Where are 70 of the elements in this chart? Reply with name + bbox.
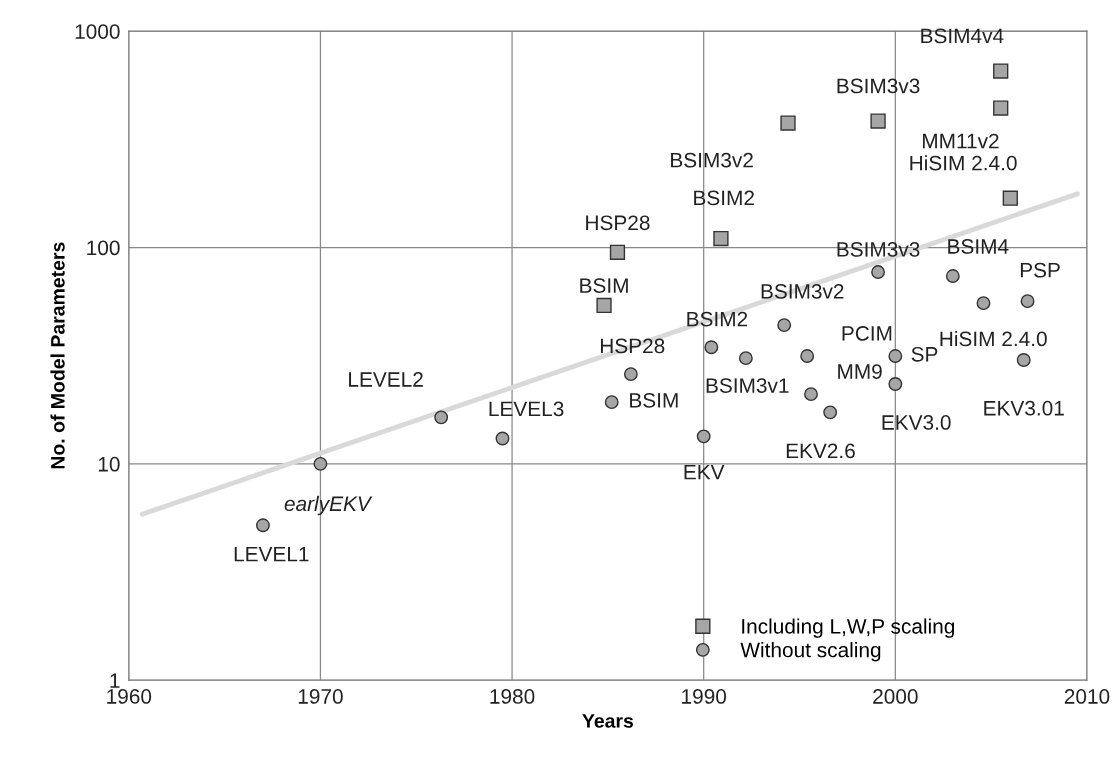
annotation: EKV3.01 [984,400,1064,416]
annotation: BSIM4 [948,239,1009,254]
annotation: MM9 [838,364,882,379]
point [780,115,796,131]
y-tick-label: 1 [110,673,120,688]
point [976,296,991,311]
annotation: EKV3.0 [882,415,951,430]
point [1002,190,1018,206]
legend-label: Without scaling [740,642,881,662]
y-tick-label: 100 [87,240,120,256]
y-axis-title: No. of Model Parameters [50,242,65,469]
annotation: HiSIM 2.4.0 [910,155,1017,171]
x-tick-label: 2010 [1064,689,1110,704]
y-tick-label: 1000 [75,24,120,39]
annotation: BSIM3v2 [671,152,753,168]
annotation: EKV2.6 [786,443,855,459]
point [313,456,328,471]
annotation: BSIM4v4 [921,28,1004,44]
point [800,349,815,363]
annotation: HSP28 [586,215,650,231]
x-tick-label: 2000 [873,689,918,704]
x-tick-label: 1990 [682,689,727,704]
point [993,63,1009,79]
point [704,340,719,355]
annotation: HSP28 [600,338,665,354]
annotation: PSP [1020,262,1060,278]
point [888,349,903,363]
annotation: earlyEKV [284,495,373,516]
point [696,429,711,444]
point [871,265,886,280]
point [945,269,960,283]
annotation: LEVEL2 [349,372,423,387]
x-tick-label: 1970 [298,689,343,704]
point [804,387,818,402]
annotation: BSIM2 [687,311,748,327]
annotation: BSIM [580,278,628,293]
y-tick-label: 10 [98,456,120,472]
point [777,318,792,333]
point [870,113,886,129]
x-axis-title: Years [582,714,634,728]
point [609,244,626,260]
annotation: HiSIM 2.4.0 [940,330,1047,347]
annotation: LEVEL3 [489,401,564,417]
point [623,367,638,382]
point [596,297,612,314]
annotation: EKV [684,464,725,480]
annotation: MM11v2 [922,133,999,149]
point [888,377,903,391]
annotation: SP [911,346,938,362]
annotation: PCIM [842,326,892,341]
point [1020,294,1035,309]
annotation: BSIM3v3 [837,242,920,257]
point [495,431,510,446]
x-tick-label: 1960 [107,689,152,704]
point [993,100,1009,116]
annotation: BSIM3v2 [761,283,844,299]
point [434,410,449,425]
annotation: BSIM [630,392,678,408]
annotation: BSIM3v3 [837,78,920,94]
legend-label: Including L,W,P scaling [742,618,955,638]
annotation: BSIM2 [694,190,754,206]
point [823,405,838,420]
annotation: BSIM3v1 [706,378,789,393]
point [255,518,270,533]
point [713,230,729,247]
annotation: LEVEL1 [234,546,309,562]
point [738,351,753,366]
point [1016,353,1031,367]
point [604,395,619,410]
x-tick-label: 1980 [490,689,535,704]
